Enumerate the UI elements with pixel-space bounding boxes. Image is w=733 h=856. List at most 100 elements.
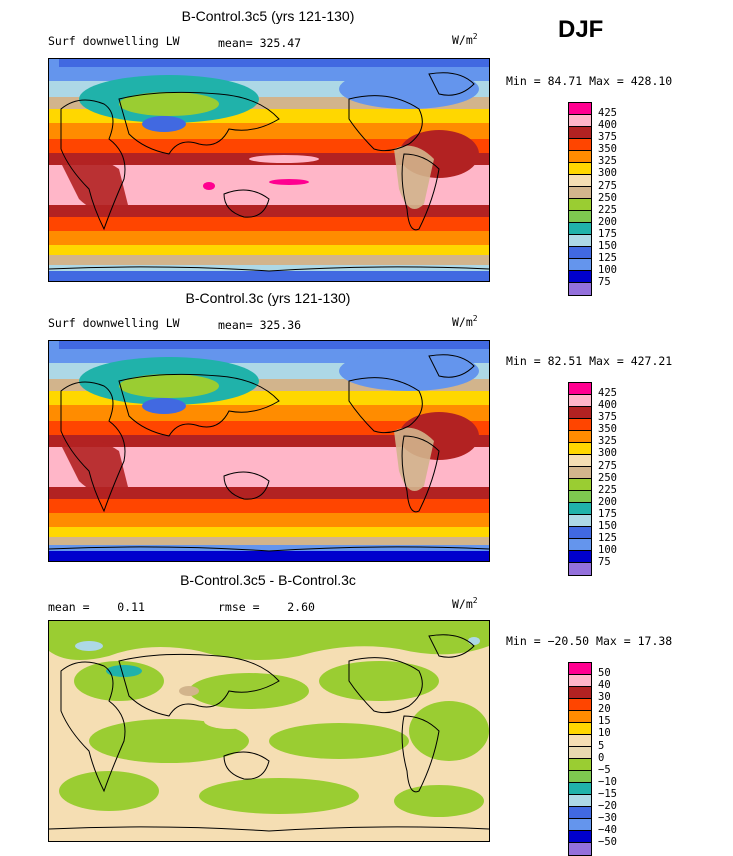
panel1-colorbar-label: 375 — [598, 131, 617, 144]
panel2-colorbar-label: 400 — [598, 399, 617, 412]
panel3-colorbar-label: 0 — [598, 751, 605, 764]
panel3-colorbar-label: 10 — [598, 727, 611, 740]
panel1-colorbar-label: 300 — [598, 167, 617, 180]
panel2-colorbar-label: 350 — [598, 423, 617, 436]
panel1-colorbar-label: 75 — [598, 276, 611, 289]
panel2-colorbar-swatch-16 — [569, 563, 591, 575]
panel1-colorbar-swatch-13 — [569, 247, 591, 259]
panel1-colorbar-swatch-15 — [569, 271, 591, 283]
panel3-colorbar-label: 30 — [598, 691, 611, 704]
panel2-colorbar-swatch-9 — [569, 479, 591, 491]
panel3-min-label: Min = — [506, 634, 541, 648]
panel2-colorbar-swatch-7 — [569, 455, 591, 467]
panel1-colorbar-labels: 425 400 375 350 325 300 275 250 225 200 … — [598, 107, 617, 288]
panel1-colorbar-swatch-12 — [569, 235, 591, 247]
panel3-colorbar-swatch-1 — [569, 663, 591, 675]
panel1-colorbar-swatch-8 — [569, 187, 591, 199]
panel3-colorbar-swatch-2 — [569, 675, 591, 687]
panel2-field-label: Surf downwelling LW — [48, 316, 180, 330]
panel1-units: W/m2 — [452, 32, 478, 47]
panel1-colorbar-swatch-3 — [569, 127, 591, 139]
panel3-colorbar-swatch-11 — [569, 783, 591, 795]
panel2-title: B-Control.3c (yrs 121-130) — [185, 290, 351, 306]
panel3-max-label: Max = — [596, 634, 631, 648]
panel3-rmse-label: rmse = — [218, 600, 260, 614]
panel2-units: W/m2 — [452, 314, 478, 329]
panel2-max-label: Max = — [589, 354, 624, 368]
panel3-colorbar-swatch-7 — [569, 735, 591, 747]
panel1-map — [48, 58, 490, 282]
panel3-colorbar-label: −5 — [598, 763, 611, 776]
panel1-colorbar-swatch-7 — [569, 175, 591, 187]
panel2-colorbar-label: 150 — [598, 520, 617, 533]
panel1-mean-label: mean= — [218, 36, 253, 50]
panel3-colorbar-label: 5 — [598, 739, 605, 752]
panel2-colorbar-label: 250 — [598, 471, 617, 484]
panel1-max-value: 428.10 — [630, 74, 673, 88]
panel3-colorbar-label: 20 — [598, 703, 611, 716]
panel1-colorbar — [568, 102, 592, 296]
panel2-colorbar-label: 275 — [598, 459, 617, 472]
panel2-colorbar-label: 225 — [598, 483, 617, 496]
panel2-colorbar-label: 200 — [598, 495, 617, 508]
panel2-colorbar-swatch-5 — [569, 431, 591, 443]
panel3-colorbar-swatch-10 — [569, 771, 591, 783]
panel3-map-image — [49, 621, 489, 841]
panel1-colorbar-label: 425 — [598, 107, 617, 119]
panel1-colorbar-label: 400 — [598, 119, 617, 132]
panel2-colorbar-swatch-15 — [569, 551, 591, 563]
panel3-colorbar-label: −40 — [598, 824, 617, 837]
panel1-colorbar-label: 225 — [598, 203, 617, 216]
panel1-colorbar-label: 250 — [598, 191, 617, 204]
panel2-colorbar-swatch-4 — [569, 419, 591, 431]
panel3-colorbar-swatch-15 — [569, 831, 591, 843]
panel3-colorbar-swatch-3 — [569, 687, 591, 699]
panel2-colorbar-swatch-2 — [569, 395, 591, 407]
panel3-units: W/m2 — [452, 596, 478, 611]
panel1-min-label: Min = — [506, 74, 541, 88]
panel3-rmse-value: 2.60 — [287, 600, 315, 614]
panel1-colorbar-label: 125 — [598, 252, 617, 265]
panel2-colorbar-swatch-3 — [569, 407, 591, 419]
panel3-colorbar-swatch-6 — [569, 723, 591, 735]
panel3-colorbar-swatch-5 — [569, 711, 591, 723]
panel2-colorbar-swatch-14 — [569, 539, 591, 551]
panel1-max-label: Max = — [589, 74, 624, 88]
panel3-colorbar-label: −50 — [598, 836, 617, 849]
panel2-colorbar-label: 100 — [598, 544, 617, 557]
panel2-colorbar-label: 375 — [598, 411, 617, 424]
panel2-colorbar-label: 75 — [598, 556, 611, 569]
panel3-min-value: −20.50 — [547, 634, 590, 648]
panel2-map-image — [49, 341, 489, 561]
panel3-colorbar-label: 15 — [598, 715, 611, 728]
panel2-mean-value: 325.36 — [259, 318, 302, 332]
panel1-colorbar-swatch-6 — [569, 163, 591, 175]
panel2-colorbar-swatch-6 — [569, 443, 591, 455]
panel1-map-image — [49, 59, 489, 281]
panel2-min-value: 82.51 — [547, 354, 583, 368]
panel2-colorbar-label: 425 — [598, 387, 617, 399]
panel2-colorbar-swatch-11 — [569, 503, 591, 515]
panel1-colorbar-label: 200 — [598, 215, 617, 228]
panel1-mean-value: 325.47 — [259, 36, 302, 50]
panel3-mean-value: 0.11 — [117, 600, 145, 614]
panel3-colorbar-swatch-9 — [569, 759, 591, 771]
panel3-colorbar-swatch-16 — [569, 843, 591, 855]
season-label: DJF — [558, 16, 604, 43]
panel1-field-label: Surf downwelling LW — [48, 34, 180, 48]
panel1-colorbar-swatch-14 — [569, 259, 591, 271]
panel2-colorbar — [568, 382, 592, 576]
panel2-map — [48, 340, 490, 562]
panel3-colorbar-labels: 50 40 30 20 15 10 5 0 −5 −10 −15 −20 −30… — [598, 667, 617, 848]
panel1-colorbar-swatch-2 — [569, 115, 591, 127]
panel3-colorbar-swatch-13 — [569, 807, 591, 819]
panel1-colorbar-swatch-11 — [569, 223, 591, 235]
panel2-colorbar-label: 125 — [598, 532, 617, 545]
panel2-mean-label: mean= — [218, 318, 253, 332]
panel3-title: B-Control.3c5 - B-Control.3c — [180, 572, 356, 588]
panel3-mean-label: mean = — [48, 600, 90, 614]
panel3-colorbar-swatch-4 — [569, 699, 591, 711]
panel1-colorbar-swatch-1 — [569, 103, 591, 115]
panel1-colorbar-label: 325 — [598, 155, 617, 168]
panel2-colorbar-labels: 425 400 375 350 325 300 275 250 225 200 … — [598, 387, 617, 568]
